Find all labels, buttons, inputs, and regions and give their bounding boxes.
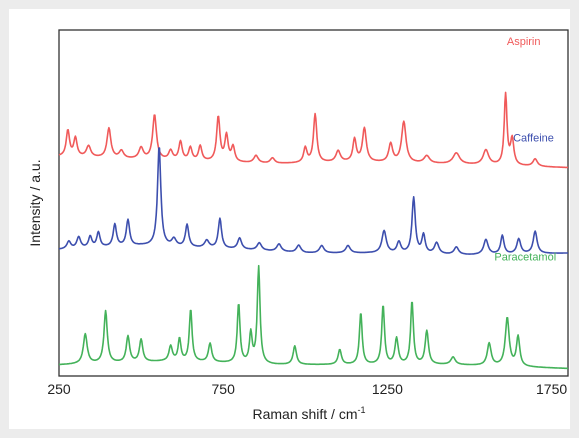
series-line-aspirin (58, 91, 569, 169)
x-tick-label: 1750 (536, 381, 567, 397)
chart-figure: Aspirin Caffeine Paracetamol 250 750 1250 175… (9, 9, 570, 429)
y-axis-title: Intensity / a.u. (27, 159, 43, 246)
series-line-caffeine (58, 147, 569, 255)
raman-spectra-chart: Aspirin Caffeine Paracetamol 250 750 1250 175… (27, 29, 569, 422)
series-label-aspirin: Aspirin (507, 36, 541, 48)
x-tick-label: 250 (47, 381, 71, 397)
series-label-caffeine: Caffeine (513, 133, 554, 145)
x-axis-title-main: Raman shift / cm (252, 406, 357, 422)
x-axis-title-superscript: -1 (358, 405, 366, 415)
x-axis-title: Raman shift / cm-1 (252, 405, 365, 422)
x-tick-label: 1250 (372, 381, 403, 397)
series-line-paracetamol (58, 264, 569, 370)
plot-area-frame (58, 29, 569, 377)
series-label-paracetamol: Paracetamol (494, 252, 556, 264)
x-tick-label: 750 (212, 381, 236, 397)
